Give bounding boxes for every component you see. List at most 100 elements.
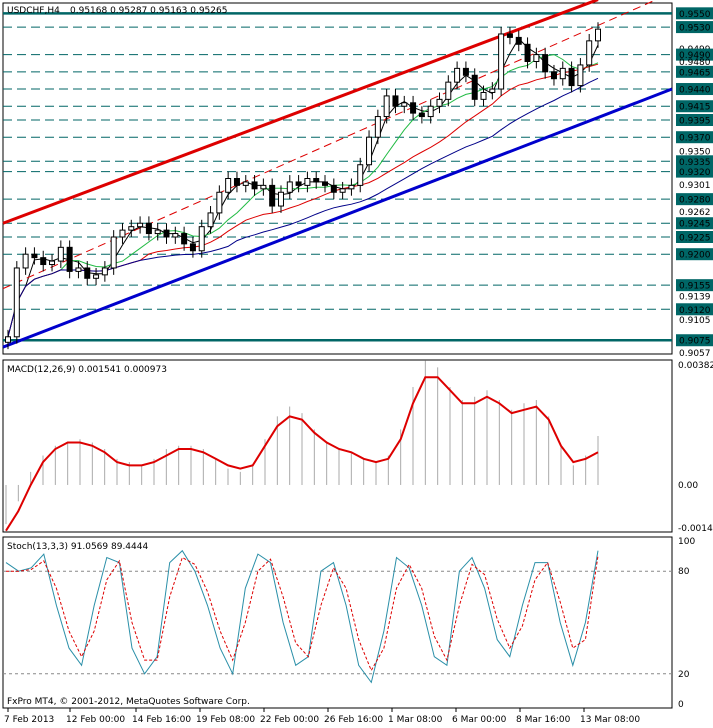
candle-body [339,188,346,193]
candle [110,230,117,275]
candle [568,61,575,93]
candle [163,223,170,244]
price-tag [676,303,713,316]
candle-body [533,54,540,62]
price-tag [676,279,713,292]
stoch-axis-label: 80 [678,567,690,577]
candle-body [471,74,478,100]
candle [357,157,364,193]
price-label: 0.9370 [679,134,711,144]
candle-body [427,105,434,118]
candle-body [22,253,29,269]
candle-body [189,243,196,252]
time-label: 14 Feb 16:00 [132,715,191,725]
candle [13,261,20,344]
candle-body [304,178,311,186]
candle-body [57,246,64,262]
price-tag [676,165,713,178]
candle [233,171,240,193]
candle [216,185,223,220]
price-tag [676,193,713,206]
price-label: 0.9415 [679,103,711,113]
price-label: 0.9350 [679,147,711,157]
price-tag [676,248,713,261]
candle [410,95,417,120]
candle [445,75,452,107]
candle [550,64,557,86]
price-label: 0.9301 [679,181,711,191]
candle [93,267,100,286]
candle-body [101,267,108,276]
candle [207,206,214,234]
time-label: 22 Feb 00:00 [260,715,319,725]
candle-body [172,233,179,238]
candle-body [251,181,258,190]
price-tag [676,217,713,230]
candle [57,240,64,268]
macd-signal-line [5,376,599,532]
candle [40,250,47,272]
candle [5,329,11,350]
candle [22,247,29,275]
price-label: 0.9550 [679,10,711,20]
candle [286,175,293,200]
candle [101,261,108,282]
candle [374,109,381,145]
candle-body [524,43,531,62]
candle-body [31,253,38,259]
candle-body [348,184,355,190]
candle [489,82,496,100]
candle [418,106,425,124]
candle [84,261,91,286]
macd-axis-label: -0.00144 [678,524,713,534]
candle [595,22,601,48]
candle [189,237,196,258]
candle [559,61,566,86]
panel-frame-3 [2,536,673,709]
candle-body [595,28,601,42]
macd-axis-label: 0.00 [678,481,698,491]
candle [330,178,337,200]
candle-body [207,212,214,228]
price-tag [676,114,713,126]
candle-body [313,178,320,183]
time-label: 7 Feb 2013 [4,715,54,725]
price-label: 0.9057 [679,349,711,359]
price-tag [676,83,713,96]
candle-body [49,260,56,266]
panel-frame-2 [2,359,673,533]
candle-body [66,246,73,272]
candle [181,226,188,251]
candle-body [418,112,425,118]
candle-body [260,184,267,190]
candle [313,171,320,189]
price-label: 0.9480 [679,58,711,68]
price-label: 0.9440 [679,86,711,96]
price-tag [676,48,713,61]
candle [128,219,135,237]
candle-body [216,191,223,214]
price-tag [676,21,713,34]
candle-body [163,229,170,238]
candle-body [233,178,240,186]
price-label: 0.9120 [679,306,711,316]
stoch-main-line [5,549,599,684]
candle [242,175,249,193]
candle [172,226,179,244]
candle-body [198,226,205,252]
candle [119,223,126,244]
candle-body [542,54,549,73]
candle-body [119,229,126,238]
candle [462,61,469,83]
price-tag [676,65,713,78]
candle-body [128,226,135,231]
candle-body [462,67,469,76]
candle-body [40,257,47,266]
time-label: 19 Feb 08:00 [196,715,255,725]
price-label: 0.9105 [679,316,711,326]
candle-body [480,91,487,100]
stoch-axis-label: 20 [678,670,690,680]
candle-body [445,81,452,100]
candle [66,240,73,279]
candle [269,178,276,213]
